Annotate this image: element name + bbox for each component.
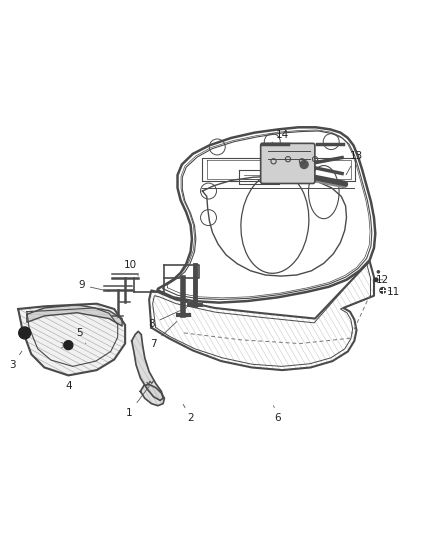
Text: 9: 9 <box>78 280 110 292</box>
Text: 1: 1 <box>126 385 150 418</box>
Polygon shape <box>141 384 164 406</box>
PathPatch shape <box>18 304 125 375</box>
FancyBboxPatch shape <box>261 143 315 183</box>
Polygon shape <box>132 332 163 400</box>
Circle shape <box>374 278 378 281</box>
Text: 3: 3 <box>10 351 22 370</box>
Circle shape <box>19 327 31 339</box>
Circle shape <box>300 160 308 168</box>
Circle shape <box>64 341 73 350</box>
PathPatch shape <box>27 305 122 326</box>
PathPatch shape <box>149 261 374 370</box>
Text: 6: 6 <box>274 406 281 423</box>
Text: 14: 14 <box>272 130 289 143</box>
Polygon shape <box>18 304 125 375</box>
Text: 4: 4 <box>65 375 72 391</box>
Text: 13: 13 <box>346 151 363 175</box>
Text: 10: 10 <box>124 261 138 276</box>
Polygon shape <box>27 305 122 326</box>
Text: 5: 5 <box>76 328 86 344</box>
Text: 7: 7 <box>150 321 177 349</box>
Text: 8: 8 <box>148 308 187 329</box>
Text: 11: 11 <box>387 287 400 297</box>
PathPatch shape <box>141 384 164 406</box>
Circle shape <box>377 271 379 273</box>
PathPatch shape <box>132 332 163 400</box>
Circle shape <box>380 288 385 293</box>
Text: 12: 12 <box>376 275 389 285</box>
Text: 2: 2 <box>183 405 194 423</box>
